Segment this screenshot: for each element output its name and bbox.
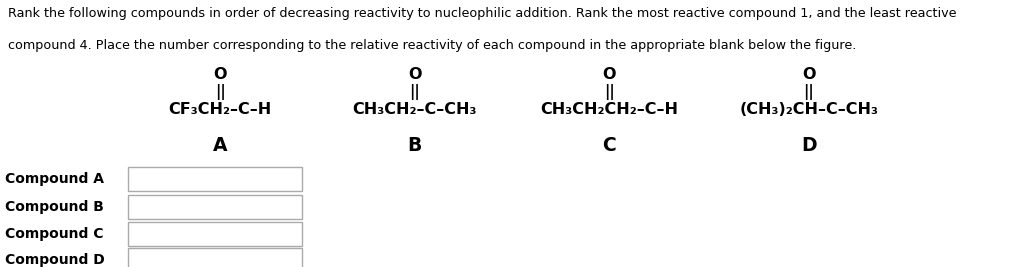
Text: compound 4. Place the number corresponding to the relative reactivity of each co: compound 4. Place the number correspondi… (8, 39, 856, 52)
Text: C: C (602, 136, 616, 155)
Text: O: O (408, 67, 422, 82)
Text: Compound C: Compound C (5, 227, 103, 241)
Text: D: D (801, 136, 817, 155)
Text: ||: || (410, 84, 420, 100)
Bar (128, 222, 302, 246)
Bar (128, 248, 302, 267)
Bar (128, 167, 302, 191)
Text: ||: || (604, 84, 614, 100)
Text: O: O (602, 67, 616, 82)
Text: O: O (213, 67, 227, 82)
Text: CH₃CH₂–C–CH₃: CH₃CH₂–C–CH₃ (352, 102, 477, 117)
Text: ||: || (804, 84, 814, 100)
Text: (CH₃)₂CH–C–CH₃: (CH₃)₂CH–C–CH₃ (739, 102, 879, 117)
Bar (128, 195, 302, 219)
Text: Rank the following compounds in order of decreasing reactivity to nucleophilic a: Rank the following compounds in order of… (8, 7, 956, 20)
Text: CH₃CH₂CH₂–C–H: CH₃CH₂CH₂–C–H (541, 102, 678, 117)
Text: Compound A: Compound A (5, 172, 104, 186)
Text: ||: || (215, 84, 225, 100)
Text: Compound B: Compound B (5, 200, 104, 214)
Text: Compound D: Compound D (5, 253, 104, 267)
Text: CF₃CH₂–C–H: CF₃CH₂–C–H (169, 102, 271, 117)
Text: O: O (802, 67, 816, 82)
Text: A: A (213, 136, 227, 155)
Text: B: B (408, 136, 422, 155)
